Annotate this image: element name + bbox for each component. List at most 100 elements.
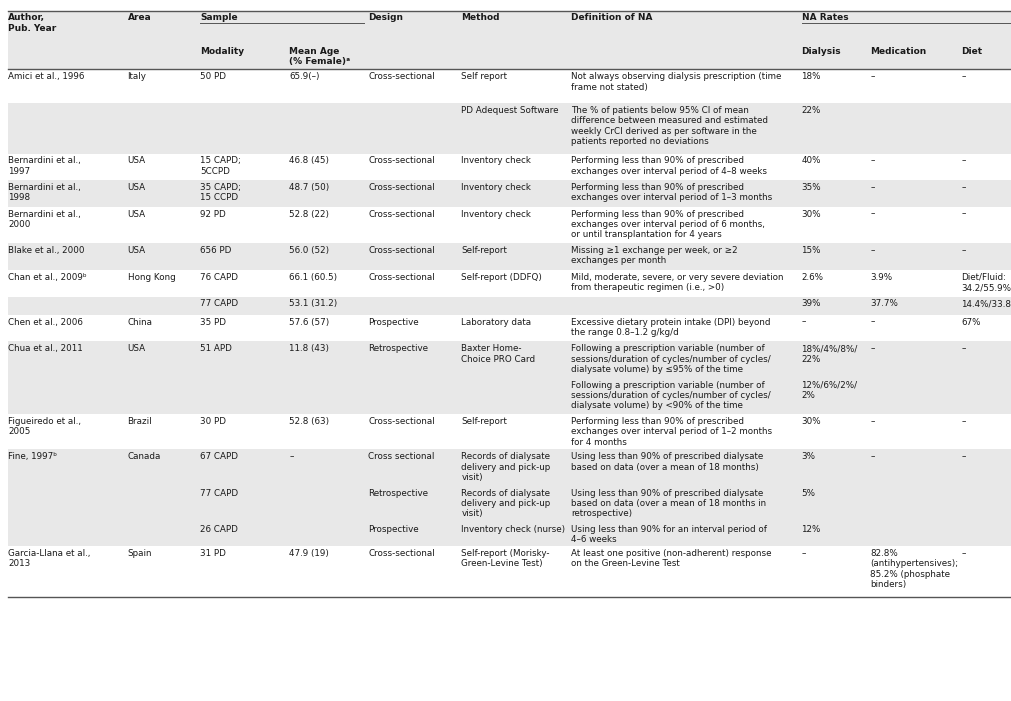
Text: –: – xyxy=(960,72,964,81)
Text: Design: Design xyxy=(368,13,403,22)
Text: Cross-sectional: Cross-sectional xyxy=(368,246,435,255)
Text: 15%: 15% xyxy=(801,246,820,255)
Text: –: – xyxy=(869,183,874,192)
Text: Spain: Spain xyxy=(127,549,152,558)
Text: 56.0 (52): 56.0 (52) xyxy=(289,246,330,255)
Text: Records of dialysate
delivery and pick-up
visit): Records of dialysate delivery and pick-u… xyxy=(461,452,550,482)
Text: 35 PD: 35 PD xyxy=(200,318,226,327)
Text: Not always observing dialysis prescription (time
frame not stated): Not always observing dialysis prescripti… xyxy=(570,72,780,92)
Text: Performing less than 90% of prescribed
exchanges over interval period of 4–8 wee: Performing less than 90% of prescribed e… xyxy=(570,156,766,176)
Bar xyxy=(8,207,1011,243)
Text: Retrospective: Retrospective xyxy=(368,344,428,353)
Text: Cross sectional: Cross sectional xyxy=(368,452,435,461)
Text: Modality: Modality xyxy=(200,47,245,56)
Text: –: – xyxy=(960,246,964,255)
Text: Author,
Pub. Year: Author, Pub. Year xyxy=(8,13,57,33)
Text: 51 APD: 51 APD xyxy=(200,344,232,353)
Text: –: – xyxy=(960,417,964,426)
Text: 76 CAPD: 76 CAPD xyxy=(200,273,239,282)
Text: Inventory check (nurse): Inventory check (nurse) xyxy=(461,525,565,534)
Text: Prospective: Prospective xyxy=(368,318,419,327)
Text: 22%: 22% xyxy=(801,106,820,115)
Text: –: – xyxy=(960,452,964,461)
Text: –: – xyxy=(960,183,964,192)
Text: 35%: 35% xyxy=(801,183,820,192)
Text: Self report: Self report xyxy=(461,72,507,81)
Text: Cross-sectional: Cross-sectional xyxy=(368,183,435,192)
Text: Using less than 90% of prescribed dialysate
based on data (over a mean of 18 mon: Using less than 90% of prescribed dialys… xyxy=(570,452,762,472)
Text: 52.8 (22): 52.8 (22) xyxy=(289,210,330,219)
Bar xyxy=(8,69,1011,103)
Text: Cross-sectional: Cross-sectional xyxy=(368,549,435,558)
Text: Canada: Canada xyxy=(127,452,161,461)
Text: 67%: 67% xyxy=(960,318,980,327)
Text: Medication: Medication xyxy=(869,47,926,56)
Text: Using less than 90% for an interval period of
4–6 weeks: Using less than 90% for an interval peri… xyxy=(570,525,766,545)
Text: –: – xyxy=(869,210,874,219)
Bar xyxy=(8,341,1011,378)
Text: The % of patients below 95% CI of mean
difference between measured and estimated: The % of patients below 95% CI of mean d… xyxy=(570,106,767,146)
Text: 18%/4%/8%/
22%: 18%/4%/8%/ 22% xyxy=(801,344,857,364)
Bar xyxy=(8,297,1011,315)
Text: Method: Method xyxy=(461,13,499,22)
Text: Self-report: Self-report xyxy=(461,246,507,255)
Text: USA: USA xyxy=(127,344,146,353)
Text: –: – xyxy=(869,246,874,255)
Text: Excessive dietary protein intake (DPI) beyond
the range 0.8–1.2 g/kg/d: Excessive dietary protein intake (DPI) b… xyxy=(570,318,769,337)
Text: Italy: Italy xyxy=(127,72,147,81)
Text: 92 PD: 92 PD xyxy=(200,210,225,219)
Text: –: – xyxy=(289,452,293,461)
Text: PD Adequest Software: PD Adequest Software xyxy=(461,106,558,115)
Text: –: – xyxy=(869,72,874,81)
Text: Bernardini et al.,
1997: Bernardini et al., 1997 xyxy=(8,156,81,176)
Text: 57.6 (57): 57.6 (57) xyxy=(289,318,330,327)
Text: –: – xyxy=(869,344,874,353)
Text: Records of dialysate
delivery and pick-up
visit): Records of dialysate delivery and pick-u… xyxy=(461,489,550,519)
Text: 65.9(–): 65.9(–) xyxy=(289,72,319,81)
Text: Diet: Diet xyxy=(960,47,982,56)
Text: Self-report (DDFQ): Self-report (DDFQ) xyxy=(461,273,542,282)
Text: Inventory check: Inventory check xyxy=(461,156,531,165)
Text: Chua et al., 2011: Chua et al., 2011 xyxy=(8,344,83,353)
Text: 82.8%
(antihypertensives);
85.2% (phosphate
binders): 82.8% (antihypertensives); 85.2% (phosph… xyxy=(869,549,957,589)
Text: Chen et al., 2006: Chen et al., 2006 xyxy=(8,318,83,327)
Text: Performing less than 90% of prescribed
exchanges over interval period of 1–3 mon: Performing less than 90% of prescribed e… xyxy=(570,183,771,203)
Text: 656 PD: 656 PD xyxy=(200,246,232,255)
Text: Cross-sectional: Cross-sectional xyxy=(368,156,435,165)
Text: 66.1 (60.5): 66.1 (60.5) xyxy=(289,273,338,282)
Text: Amici et al., 1996: Amici et al., 1996 xyxy=(8,72,84,81)
Text: Figueiredo et al.,
2005: Figueiredo et al., 2005 xyxy=(8,417,81,437)
Text: –: – xyxy=(960,344,964,353)
Text: 48.7 (50): 48.7 (50) xyxy=(289,183,330,192)
Bar xyxy=(8,546,1011,597)
Text: 11.8 (43): 11.8 (43) xyxy=(289,344,330,353)
Text: USA: USA xyxy=(127,246,146,255)
Bar xyxy=(8,449,1011,486)
Text: Hong Kong: Hong Kong xyxy=(127,273,175,282)
Text: Sample: Sample xyxy=(200,13,238,22)
Bar xyxy=(8,270,1011,297)
Text: 47.9 (19): 47.9 (19) xyxy=(289,549,329,558)
Text: 26 CAPD: 26 CAPD xyxy=(200,525,238,534)
Text: 14.4%/33.8%: 14.4%/33.8% xyxy=(960,299,1011,308)
Text: –: – xyxy=(960,156,964,165)
Text: Inventory check: Inventory check xyxy=(461,183,531,192)
Text: Retrospective: Retrospective xyxy=(368,489,428,498)
Text: 67 CAPD: 67 CAPD xyxy=(200,452,239,461)
Text: 53.1 (31.2): 53.1 (31.2) xyxy=(289,299,338,308)
Text: Fine, 1997ᵇ: Fine, 1997ᵇ xyxy=(8,452,57,461)
Text: 77 CAPD: 77 CAPD xyxy=(200,489,239,498)
Text: USA: USA xyxy=(127,183,146,192)
Bar xyxy=(8,103,1011,154)
Text: –: – xyxy=(869,156,874,165)
Text: –: – xyxy=(960,210,964,219)
Text: 15 CAPD;
5CCPD: 15 CAPD; 5CCPD xyxy=(200,156,241,176)
Text: –: – xyxy=(801,318,805,327)
Text: Brazil: Brazil xyxy=(127,417,152,426)
Text: Area: Area xyxy=(127,13,151,22)
Text: Cross-sectional: Cross-sectional xyxy=(368,417,435,426)
Text: 18%: 18% xyxy=(801,72,820,81)
Text: 39%: 39% xyxy=(801,299,820,308)
Bar xyxy=(8,378,1011,414)
Text: Diet/Fluid:
34.2/55.9%: Diet/Fluid: 34.2/55.9% xyxy=(960,273,1010,292)
